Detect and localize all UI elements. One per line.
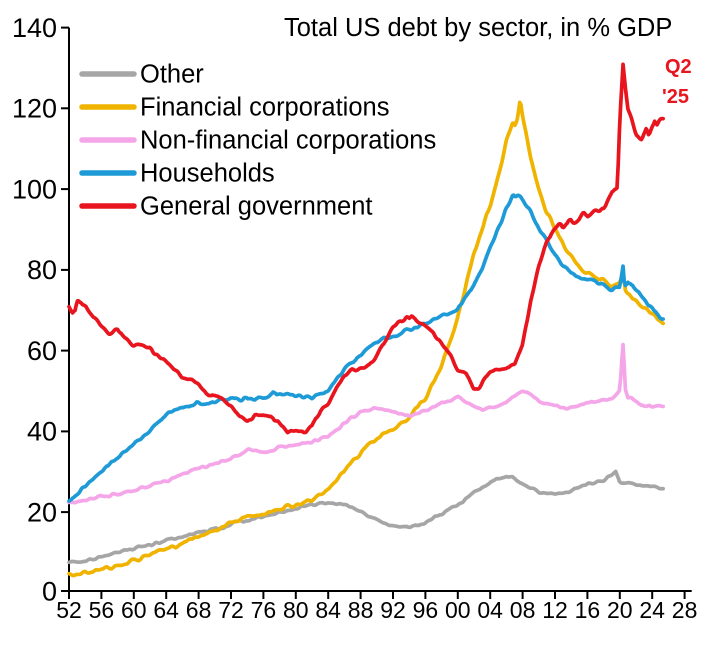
svg-text:64: 64 xyxy=(153,597,179,623)
svg-text:68: 68 xyxy=(186,597,212,623)
svg-text:80: 80 xyxy=(27,255,57,285)
svg-text:Total US debt by sector, in %: Total US debt by sector, in % GDP xyxy=(284,14,672,42)
svg-text:00: 00 xyxy=(445,597,471,623)
svg-text:12: 12 xyxy=(542,597,568,623)
svg-text:'25: '25 xyxy=(662,86,689,108)
svg-text:96: 96 xyxy=(413,597,439,623)
svg-text:80: 80 xyxy=(283,597,309,623)
svg-text:20: 20 xyxy=(27,498,57,528)
svg-text:60: 60 xyxy=(27,336,57,366)
svg-text:24: 24 xyxy=(639,597,665,623)
svg-text:84: 84 xyxy=(315,597,341,623)
svg-text:60: 60 xyxy=(121,597,147,623)
svg-text:100: 100 xyxy=(12,175,57,205)
svg-text:08: 08 xyxy=(510,597,536,623)
svg-text:0: 0 xyxy=(42,577,57,607)
svg-text:120: 120 xyxy=(12,94,57,124)
svg-text:20: 20 xyxy=(607,597,633,623)
svg-text:56: 56 xyxy=(89,597,115,623)
svg-text:140: 140 xyxy=(12,13,57,43)
svg-text:88: 88 xyxy=(348,597,374,623)
svg-text:Financial corporations: Financial corporations xyxy=(140,94,389,122)
svg-text:40: 40 xyxy=(27,417,57,447)
svg-text:General government: General government xyxy=(140,193,372,221)
svg-text:76: 76 xyxy=(251,597,277,623)
svg-text:52: 52 xyxy=(56,597,82,623)
svg-text:72: 72 xyxy=(218,597,244,623)
svg-text:Households: Households xyxy=(140,160,275,188)
svg-text:Non-financial corporations: Non-financial corporations xyxy=(140,127,436,155)
svg-text:16: 16 xyxy=(575,597,601,623)
svg-text:Q2: Q2 xyxy=(665,56,692,78)
svg-text:92: 92 xyxy=(380,597,406,623)
svg-text:04: 04 xyxy=(477,597,503,623)
svg-text:28: 28 xyxy=(672,597,698,623)
svg-text:Other: Other xyxy=(140,61,204,89)
